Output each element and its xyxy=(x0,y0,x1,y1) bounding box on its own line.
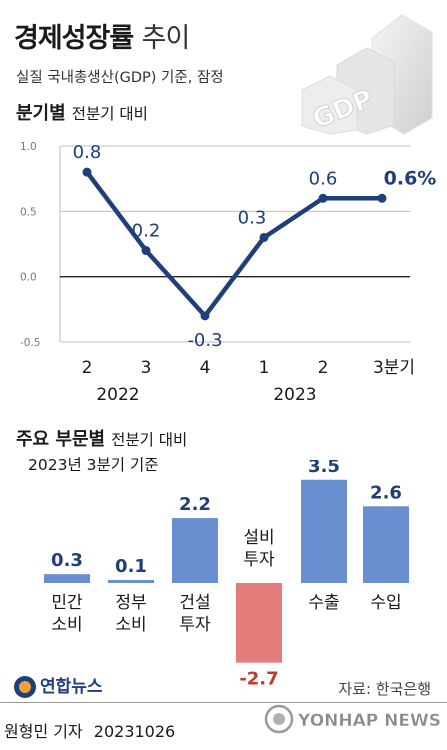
chart-subtitle: 실질 국내총생산(GDP) 기준, 잠정 xyxy=(16,70,224,86)
section-quarterly-title: 분기별 xyxy=(16,103,66,124)
x-tick-label: 1 xyxy=(259,358,270,378)
bar-value-label: 3.5 xyxy=(308,460,340,477)
data-point xyxy=(141,246,151,256)
section-sector-reference: 2023년 3분기 기준 xyxy=(28,456,159,474)
y-tick-label: 0.0 xyxy=(20,272,37,284)
yonhap-logo-text: 연합뉴스 xyxy=(40,677,103,697)
section-sector-basis: 전분기 대비 xyxy=(111,431,188,449)
category-label: 수출 xyxy=(308,593,339,613)
x-tick-label: 3 xyxy=(141,358,152,378)
watermark-text: YONHAP NEWS xyxy=(297,711,441,731)
data-label: 0.6% xyxy=(384,167,437,189)
y-tick-label: 0.5 xyxy=(20,206,37,218)
section-quarterly-heading: 분기별 전분기 대비 xyxy=(16,99,148,125)
series-line xyxy=(85,170,382,319)
bar xyxy=(108,580,154,583)
x-tick-label: 2 xyxy=(318,358,329,378)
reporter-name: 원형민 기자 xyxy=(4,722,83,741)
data-label: -0.3 xyxy=(187,330,222,351)
data-label: 0.6 xyxy=(309,168,338,189)
title-light: 추이 xyxy=(141,23,191,54)
footer-divider xyxy=(0,702,447,703)
data-point xyxy=(377,193,387,203)
category-label: 투자 xyxy=(243,550,275,570)
category-label: 소비 xyxy=(51,615,82,635)
bar-value-label: -2.7 xyxy=(239,669,278,690)
yonhap-logo-icon xyxy=(14,676,36,698)
bar-value-label: 2.6 xyxy=(370,482,402,503)
year-label: 2022 xyxy=(96,385,139,405)
publish-date: 20231026 xyxy=(93,722,176,741)
watermark-icon xyxy=(264,704,294,734)
source-note: 자료: 한국은행 xyxy=(338,680,431,698)
category-label: 정부 xyxy=(115,593,146,613)
section-quarterly-basis: 전분기 대비 xyxy=(71,105,148,123)
chart-title: 경제성장률 추이 xyxy=(14,16,191,55)
category-label: 민간 xyxy=(51,593,83,613)
x-tick-label: 2 xyxy=(82,358,93,378)
reporter-credit: 원형민 기자 20231026 xyxy=(4,718,175,742)
section-sector-heading: 주요 부문별 전분기 대비 xyxy=(16,425,187,451)
data-label: 0.2 xyxy=(132,221,161,242)
category-label: 소비 xyxy=(115,615,146,635)
section-sector-title: 주요 부문별 xyxy=(16,429,106,450)
title-bold: 경제성장률 xyxy=(14,23,134,54)
bar xyxy=(236,583,282,663)
data-point xyxy=(82,167,92,177)
data-label: 0.8 xyxy=(73,142,102,163)
data-point xyxy=(318,193,328,203)
yonhap-news-watermark: YONHAP NEWS xyxy=(264,704,441,734)
bar xyxy=(301,479,347,583)
x-tick-label: 3분기 xyxy=(373,358,415,378)
gdp-bars-arrow-graphic: GDP xyxy=(301,14,433,135)
yonhap-logo: 연합뉴스 xyxy=(14,672,103,698)
data-label: 0.3 xyxy=(238,207,267,228)
data-point xyxy=(200,311,210,321)
category-label: 건설 xyxy=(179,593,210,613)
category-label: 설비 xyxy=(243,528,274,548)
x-tick-label: 4 xyxy=(200,358,211,378)
y-tick-label: 1.0 xyxy=(20,141,37,153)
data-point xyxy=(259,232,269,242)
bar xyxy=(172,518,218,583)
bar-value-label: 0.3 xyxy=(51,550,83,571)
bar xyxy=(363,506,409,583)
quarterly-line-chart: 1.0 0.5 0.0 -0.5 0.8 2 0.2 3 -0.3 4 0.3 1 0.6 2 0.6% 3분… xyxy=(20,141,437,405)
bar xyxy=(44,574,90,583)
category-label: 수입 xyxy=(370,593,401,613)
y-tick-label: -0.5 xyxy=(20,337,41,349)
category-label: 투자 xyxy=(179,615,211,635)
bar-value-label: 0.1 xyxy=(115,556,147,577)
bar-value-label: 2.2 xyxy=(179,494,211,515)
year-label: 2023 xyxy=(273,385,316,405)
